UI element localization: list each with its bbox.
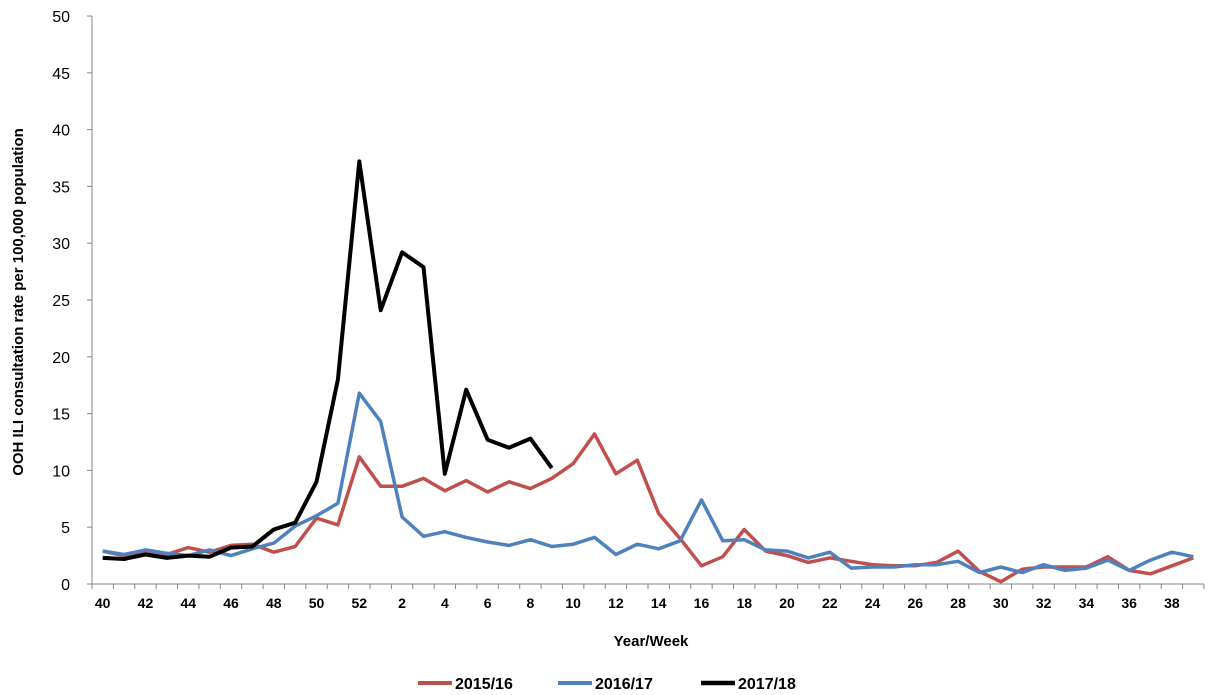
x-tick-label: 42 [138, 595, 154, 611]
series-lines [102, 159, 1194, 584]
y-tick-label: 5 [61, 520, 70, 537]
legend-label: 2017/18 [738, 676, 796, 693]
y-tick-label: 25 [52, 293, 70, 310]
x-tick-label: 2 [398, 595, 406, 611]
x-tick-label: 44 [180, 595, 196, 611]
x-tick-label: 52 [352, 595, 368, 611]
y-tick-label: 45 [52, 66, 70, 83]
x-tick-label: 38 [1164, 595, 1180, 611]
x-tick-label: 36 [1121, 595, 1137, 611]
x-tick-label: 4 [441, 595, 449, 611]
y-axis-title: OOH ILI consultation rate per 100,000 po… [10, 128, 27, 476]
y-tick-label: 35 [52, 179, 70, 196]
legend-label: 2016/17 [595, 676, 653, 693]
y-tick-label: 50 [52, 9, 70, 26]
x-tick-label: 12 [608, 595, 624, 611]
x-tick-label: 18 [736, 595, 752, 611]
series-line-2016-17 [102, 391, 1194, 575]
x-tick-label: 48 [266, 595, 282, 611]
legend: 2015/16 2016/17 2017/18 [418, 676, 796, 693]
x-tick-label: 22 [822, 595, 838, 611]
series-line-2015-16 [102, 432, 1194, 584]
y-tick-label: 0 [61, 577, 70, 594]
y-tick-label: 15 [52, 407, 70, 424]
x-tick-label: 20 [779, 595, 795, 611]
x-tick-label: 6 [484, 595, 492, 611]
y-axis-ticks: 0 5 10 15 20 25 30 35 40 45 50 [52, 9, 92, 594]
x-tick-label: 10 [565, 595, 581, 611]
x-tick-label: 30 [993, 595, 1009, 611]
y-tick-label: 10 [52, 463, 70, 480]
x-tick-label: 50 [309, 595, 325, 611]
y-tick-label: 20 [52, 350, 70, 367]
legend-label: 2015/16 [455, 676, 513, 693]
x-axis-ticks: 40 42 44 46 48 50 52 2 4 6 8 10 12 14 16 18 20 22 24 26 28 30… [91, 584, 1205, 611]
axes [91, 16, 1204, 585]
x-tick-label: 46 [223, 595, 239, 611]
x-axis-title: Year/Week [614, 633, 689, 650]
x-tick-label: 32 [1036, 595, 1052, 611]
x-tick-label: 26 [908, 595, 924, 611]
series-line-2017-18 [102, 159, 554, 561]
y-tick-label: 40 [52, 123, 70, 140]
x-tick-label: 40 [95, 595, 111, 611]
x-tick-label: 14 [651, 595, 667, 611]
x-tick-label: 34 [1079, 595, 1095, 611]
y-tick-label: 30 [52, 236, 70, 253]
x-tick-label: 28 [950, 595, 966, 611]
x-tick-label: 8 [526, 595, 534, 611]
x-tick-label: 16 [694, 595, 710, 611]
x-tick-label: 24 [865, 595, 881, 611]
